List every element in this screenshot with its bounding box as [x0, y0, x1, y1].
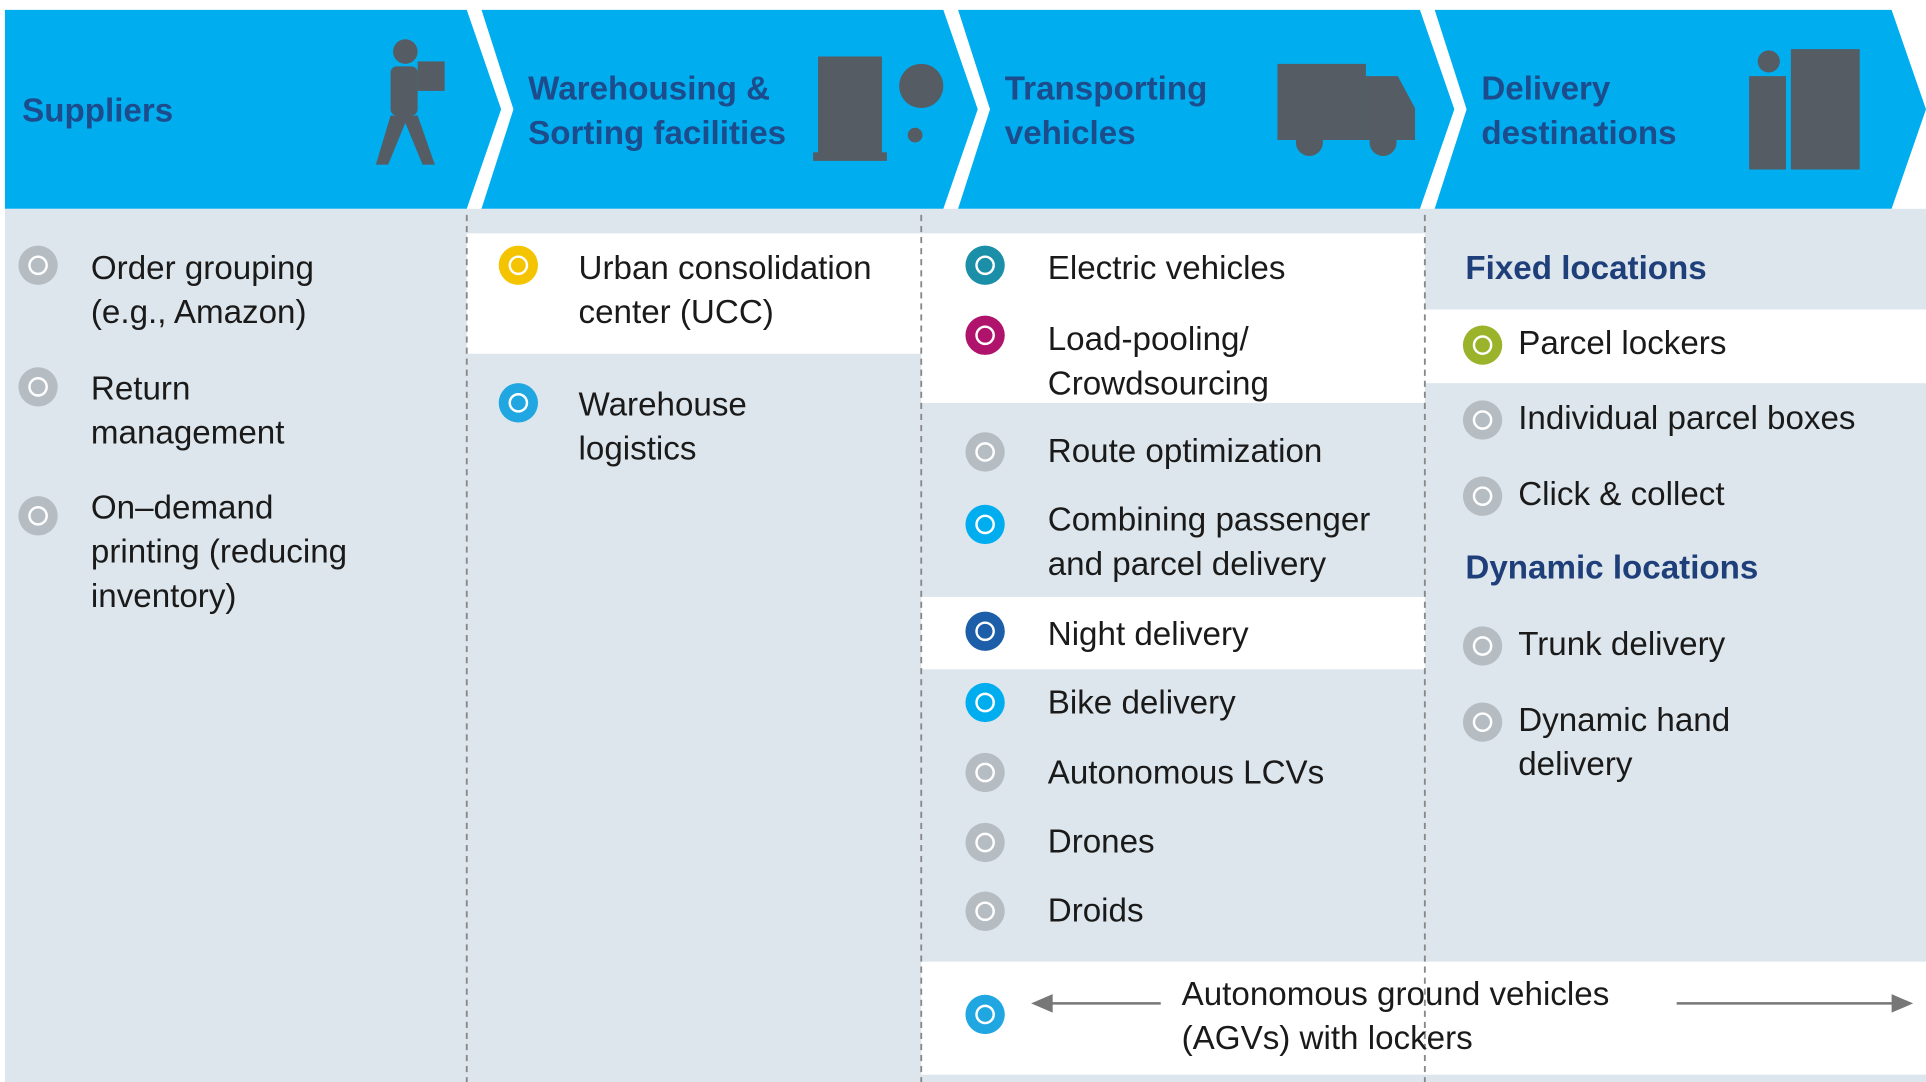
item-text: Urban consolidation — [579, 250, 872, 287]
item-icon-glyph — [975, 762, 995, 783]
item-icon — [965, 752, 1005, 793]
item-icon-glyph — [975, 692, 995, 713]
item-icon — [18, 496, 58, 536]
item-icon — [965, 682, 1005, 723]
item-text: Drones — [1048, 824, 1155, 861]
item-icon — [1462, 476, 1503, 516]
header-title: Sorting facilities — [528, 115, 786, 152]
item-icon-glyph — [28, 505, 48, 526]
group-heading: Fixed locations — [1465, 250, 1706, 287]
item-icon — [965, 504, 1005, 545]
header-title: Suppliers — [22, 93, 173, 130]
item-icon-glyph — [975, 832, 995, 853]
header-title: destinations — [1481, 115, 1676, 152]
header-chevrons — [4, 9, 1926, 209]
item-icon-glyph — [975, 255, 995, 276]
item-text: Parcel lockers — [1518, 325, 1726, 362]
item-icon-glyph — [1472, 486, 1493, 506]
item-icon — [965, 432, 1005, 472]
item-text: logistics — [579, 430, 697, 467]
item-text: Click & collect — [1518, 476, 1724, 513]
highlight — [1424, 309, 1926, 384]
item-icon — [1462, 325, 1503, 365]
header-title: Delivery — [1481, 71, 1611, 108]
item-text: Return — [91, 370, 191, 407]
item-icon — [965, 891, 1005, 931]
header-title: Warehousing & — [528, 71, 770, 108]
item-icon — [965, 245, 1005, 285]
item-icon — [965, 315, 1005, 355]
item-text: Droids — [1048, 892, 1144, 929]
item-icon-glyph — [975, 901, 995, 922]
item-icon — [498, 383, 539, 423]
dividers — [465, 214, 1426, 1082]
item-icon-glyph — [28, 377, 48, 397]
item-icon-glyph — [28, 255, 48, 276]
agv-arrows — [1031, 994, 1914, 1013]
item-text: Electric vehicles — [1048, 250, 1286, 287]
item-icon-glyph — [508, 255, 529, 276]
item-text: (AGVs) with lockers — [1182, 1020, 1473, 1057]
item-icon — [18, 367, 58, 407]
item-text: Load-pooling/ — [1048, 321, 1250, 358]
item-text: Individual parcel boxes — [1518, 400, 1855, 437]
item-text: Autonomous ground vehicles — [1182, 976, 1610, 1013]
item-icon — [1462, 626, 1503, 666]
item-text: center (UCC) — [579, 294, 774, 331]
item-icon — [18, 245, 58, 285]
item-text: (e.g., Amazon) — [91, 294, 307, 331]
item-text: Crowdsourcing — [1048, 365, 1269, 402]
group-heading: Dynamic locations — [1465, 550, 1758, 587]
item-icon-glyph — [975, 1004, 995, 1025]
item-text: Bike delivery — [1048, 685, 1236, 722]
item-text: Trunk delivery — [1518, 626, 1725, 663]
item-icon-glyph — [508, 393, 529, 413]
item-icon-glyph — [975, 442, 995, 462]
item-icon-glyph — [1472, 636, 1493, 656]
item-icon-glyph — [1472, 410, 1493, 430]
item-icon — [965, 822, 1005, 863]
item-text: Dynamic hand — [1518, 702, 1730, 739]
header-icons — [375, 39, 1860, 170]
item-icon — [1462, 400, 1503, 440]
header-title: vehicles — [1005, 115, 1136, 152]
item-text: Route optimization — [1048, 433, 1323, 470]
item-text: inventory) — [91, 578, 237, 615]
item-icon — [1462, 702, 1503, 742]
item-text: Night delivery — [1048, 616, 1249, 653]
item-icon-glyph — [975, 325, 995, 346]
item-text: Warehouse — [579, 386, 747, 423]
item-icon-glyph — [1472, 335, 1493, 355]
item-icon-glyph — [975, 514, 995, 535]
item-icon-glyph — [975, 621, 995, 642]
item-text: Order grouping — [91, 250, 314, 287]
item-text: and parcel delivery — [1048, 546, 1327, 583]
item-text: delivery — [1518, 746, 1633, 783]
item-icon-glyph — [1472, 712, 1493, 732]
item-text: Autonomous LCVs — [1048, 755, 1324, 792]
highlight — [921, 961, 1926, 1075]
item-icon — [498, 245, 539, 285]
highlight — [466, 233, 922, 354]
item-text: printing (reducing — [91, 534, 347, 571]
item-text: On–demand — [91, 489, 274, 526]
highlight — [921, 596, 1425, 670]
content: Suppliers Warehousing & Sorting facilities… — [18, 71, 1856, 1057]
highlight — [921, 233, 1425, 403]
item-text: management — [91, 415, 285, 452]
header-title: Transporting — [1005, 71, 1208, 108]
item-text: Combining passenger — [1048, 502, 1371, 539]
item-icon — [965, 611, 1005, 651]
item-icon — [965, 994, 1005, 1035]
